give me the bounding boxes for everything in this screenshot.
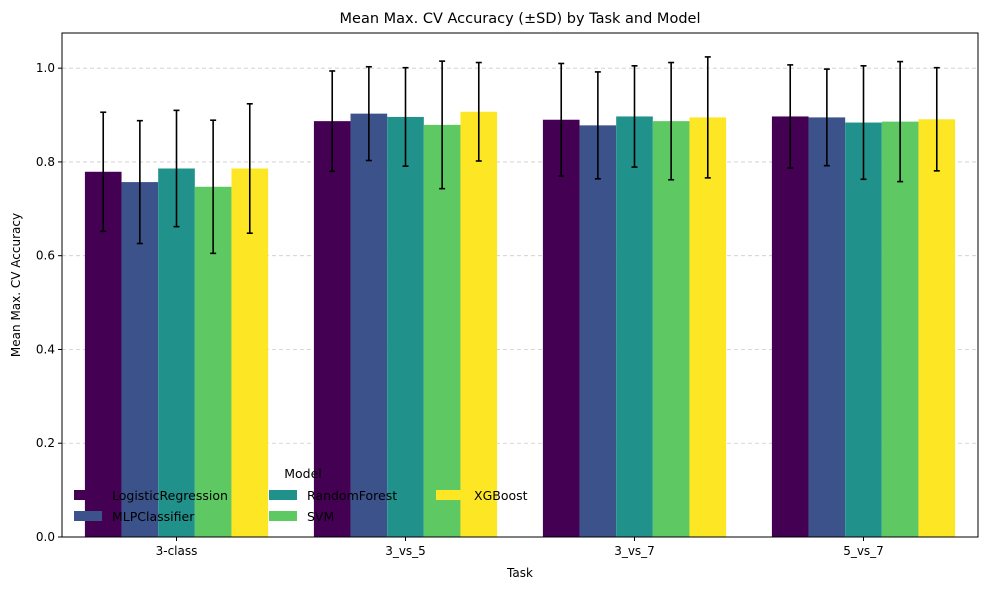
- chart-title: Mean Max. CV Accuracy (±SD) by Task and …: [340, 11, 701, 27]
- bar: [350, 113, 388, 537]
- x-tick-label: 3_vs_7: [614, 544, 655, 558]
- y-tick-label: 1.0: [36, 61, 55, 75]
- legend-swatch: [74, 490, 102, 500]
- y-axis: 0.0 0.2 0.4 0.6 0.8 1.0: [36, 61, 62, 544]
- y-tick-label: 0.0: [36, 530, 55, 544]
- y-axis-label: Mean Max. CV Accuracy: [9, 213, 23, 357]
- bar: [689, 117, 727, 538]
- y-tick-label: 0.2: [36, 436, 55, 450]
- error-bars: [100, 56, 940, 255]
- bar: [387, 116, 424, 537]
- legend-title: Model: [284, 466, 322, 481]
- x-axis-label: Task: [506, 566, 533, 580]
- legend-label: MLPClassifier: [112, 509, 195, 524]
- x-axis: 3-class 3_vs_5 3_vs_7 5_vs_7: [156, 537, 884, 558]
- bar: [158, 168, 195, 537]
- legend-swatch: [436, 490, 464, 500]
- bar: [616, 116, 653, 537]
- legend: Model LogisticRegression MLPClassifier Rand…: [74, 466, 528, 524]
- plot-frame: [61, 32, 979, 538]
- legend-swatch: [269, 511, 297, 521]
- bar: [579, 125, 617, 537]
- bar: [652, 121, 690, 538]
- x-tick-label: 5_vs_7: [843, 544, 884, 558]
- legend-swatch: [269, 490, 297, 500]
- bar: [918, 119, 956, 537]
- legend-label: LogisticRegression: [112, 488, 228, 503]
- legend-swatch: [74, 511, 102, 521]
- legend-label: XGBoost: [474, 488, 528, 503]
- bar: [542, 119, 580, 537]
- bar: [460, 111, 498, 537]
- y-tick-label: 0.4: [36, 342, 55, 356]
- bar: [881, 121, 919, 537]
- x-tick-label: 3_vs_5: [385, 544, 426, 558]
- legend-label: RandomForest: [307, 488, 397, 503]
- bar: [423, 124, 461, 537]
- bars: [84, 111, 956, 538]
- legend-label: SVM: [307, 509, 334, 524]
- y-tick-label: 0.6: [36, 249, 55, 263]
- bar: [808, 117, 846, 538]
- bar: [313, 121, 351, 538]
- x-tick-label: 3-class: [156, 544, 198, 558]
- bar: [771, 116, 809, 537]
- bar: [84, 171, 122, 537]
- y-tick-label: 0.8: [36, 155, 55, 169]
- bar: [845, 122, 882, 537]
